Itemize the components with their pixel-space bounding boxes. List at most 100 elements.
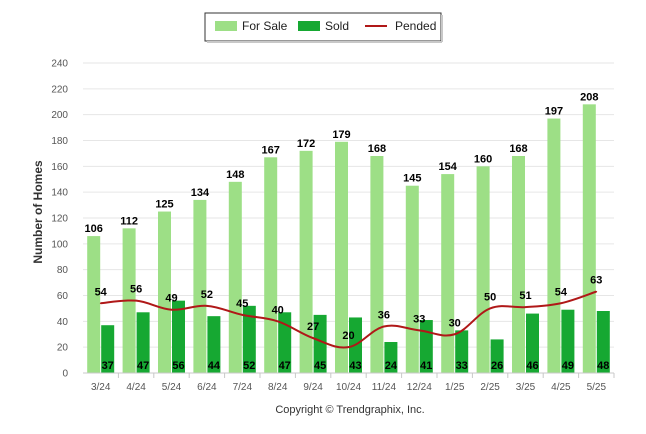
legend-label-sold: Sold (325, 19, 349, 33)
point-pended-2-25 (489, 307, 491, 310)
label-pended-4-24: 56 (130, 284, 142, 296)
label-for-sale-4-25: 197 (545, 106, 563, 118)
label-for-sale-3-25: 168 (509, 143, 527, 155)
x-tick-label-8-24: 8/24 (268, 382, 288, 393)
label-pended-4-25: 54 (555, 286, 568, 298)
point-pended-3-25 (524, 306, 527, 308)
label-for-sale-3-24: 106 (85, 223, 103, 235)
x-tick-label-11-24: 11/24 (372, 382, 397, 393)
y-tick-label: 140 (51, 188, 68, 199)
point-pended-6-24 (206, 305, 208, 307)
y-tick-label: 220 (51, 84, 68, 95)
bar-sold-4-25 (561, 309, 575, 373)
label-pended-6-24: 52 (201, 289, 213, 301)
point-pended-11-24 (383, 325, 385, 328)
label-for-sale-11-24: 168 (368, 143, 386, 155)
label-pended-8-24: 40 (272, 304, 284, 316)
x-tick-label-4-25: 4/25 (551, 382, 571, 393)
label-sold-8-24: 47 (279, 360, 291, 372)
bar-sold-11-24 (384, 342, 398, 373)
x-tick-label-5-24: 5/24 (162, 382, 182, 393)
bar-sold-1-25 (455, 330, 469, 373)
bar-sold-5-24 (172, 300, 185, 373)
legend-swatch-for-sale (215, 21, 237, 31)
bar-for-sale-7-24 (228, 181, 242, 373)
y-tick-label: 60 (57, 291, 69, 302)
label-sold-7-24: 52 (243, 360, 255, 372)
label-sold-5-25: 48 (597, 360, 609, 372)
label-pended-3-24: 54 (95, 286, 108, 298)
bar-for-sale-8-24 (264, 157, 278, 373)
bar-for-sale-12-24 (405, 185, 419, 373)
label-pended-2-25: 50 (484, 291, 496, 303)
bar-for-sale-3-25 (512, 156, 525, 373)
bar-sold-6-24 (207, 316, 221, 373)
point-pended-5-24 (170, 308, 173, 311)
copyright-credit: Copyright © Trendgraphix, Inc. (275, 404, 424, 416)
bar-sold-4-24 (136, 312, 150, 373)
label-sold-11-24: 24 (385, 360, 398, 372)
label-pended-7-24: 45 (236, 298, 248, 310)
point-pended-4-24 (135, 299, 137, 302)
label-for-sale-5-24: 125 (155, 199, 173, 211)
label-pended-3-25: 51 (519, 290, 531, 302)
label-for-sale-7-24: 148 (226, 169, 244, 181)
bar-sold-3-24 (101, 325, 115, 373)
x-tick-label-7-24: 7/24 (233, 382, 253, 393)
y-tick-label: 0 (62, 369, 68, 380)
point-pended-3-24 (99, 302, 102, 305)
label-pended-1-25: 30 (449, 317, 461, 329)
legend-label-for-sale: For Sale (242, 19, 288, 33)
label-pended-12-24: 33 (413, 313, 425, 325)
label-pended-5-25: 63 (590, 275, 602, 287)
bar-for-sale-4-25 (547, 118, 561, 374)
point-pended-7-24 (241, 314, 244, 316)
bar-sold-3-25 (526, 313, 539, 373)
label-sold-5-24: 56 (172, 360, 184, 372)
bars-layer (87, 104, 610, 374)
label-sold-10-24: 43 (349, 360, 361, 372)
bar-for-sale-2-25 (476, 166, 490, 373)
y-tick-label: 100 (51, 239, 68, 250)
bar-sold-7-24 (242, 305, 256, 373)
bar-for-sale-9-24 (299, 150, 313, 373)
bar-for-sale-11-24 (370, 156, 384, 373)
y-tick-label: 20 (57, 343, 69, 354)
point-pended-12-24 (418, 329, 421, 332)
x-tick-label-5-25: 5/25 (587, 382, 607, 393)
label-pended-9-24: 27 (307, 321, 319, 333)
y-tick-label: 160 (51, 162, 68, 173)
legend-item-pended: Pended (365, 19, 436, 33)
label-for-sale-2-25: 160 (474, 153, 492, 165)
legend-item-sold: Sold (298, 19, 349, 33)
point-pended-5-25 (595, 290, 598, 293)
x-tick-label-1-25: 1/25 (445, 382, 465, 393)
x-tick-label-9-24: 9/24 (303, 382, 323, 393)
bar-for-sale-5-24 (158, 211, 171, 373)
label-for-sale-5-25: 208 (580, 91, 598, 103)
label-pended-10-24: 20 (342, 330, 354, 342)
y-tick-label: 240 (51, 59, 68, 70)
x-tick-label-12-24: 12/24 (407, 382, 432, 393)
label-pended-5-24: 49 (165, 293, 177, 305)
label-pended-11-24: 36 (378, 310, 390, 322)
legend: For Sale Sold Pended (204, 12, 443, 43)
label-for-sale-4-24: 112 (120, 215, 138, 227)
label-for-sale-12-24: 145 (403, 173, 421, 185)
bar-for-sale-5-25 (582, 104, 596, 373)
label-sold-9-24: 45 (314, 360, 326, 372)
point-pended-9-24 (312, 337, 314, 339)
y-tick-label: 180 (51, 136, 68, 147)
legend-box (204, 12, 442, 42)
label-sold-12-24: 41 (420, 360, 432, 372)
x-tick-label-4-24: 4/24 (126, 382, 146, 393)
axis-layer: 0 20 40 60 80 100 120 140 160 180 200 220 240 3/24 4/2… (51, 59, 615, 393)
legend-label-pended: Pended (395, 19, 436, 33)
y-tick-label: 200 (51, 110, 68, 121)
label-for-sale-10-24: 179 (332, 129, 350, 141)
y-tick-label: 80 (57, 265, 69, 276)
label-sold-2-25: 26 (491, 360, 503, 372)
label-for-sale-1-25: 154 (439, 161, 458, 173)
